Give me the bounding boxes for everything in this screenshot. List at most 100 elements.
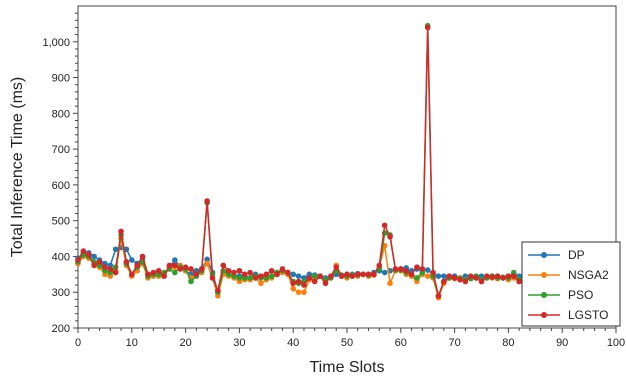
data-point [188, 278, 194, 285]
data-point [301, 289, 307, 296]
x-tick-label: 10 [126, 337, 138, 349]
data-point [118, 228, 124, 235]
data-point [489, 274, 496, 280]
data-point [258, 273, 264, 279]
data-point [91, 253, 97, 260]
data-point [349, 273, 356, 279]
legend-swatch-marker [541, 272, 547, 278]
data-point [204, 256, 210, 263]
x-tick-label: 0 [75, 337, 81, 349]
data-point [328, 273, 334, 279]
data-point [177, 266, 184, 272]
data-point [295, 278, 302, 285]
data-point [446, 273, 453, 279]
data-point [150, 269, 157, 276]
data-point [241, 271, 248, 278]
data-point [494, 273, 501, 279]
data-point [462, 278, 469, 285]
data-point [209, 275, 216, 281]
data-point [301, 282, 307, 288]
data-point [424, 24, 431, 31]
data-point [172, 269, 178, 276]
y-tick-label: 700 [52, 144, 70, 156]
data-point [441, 278, 447, 285]
y-tick-label: 600 [52, 180, 70, 192]
data-point [198, 266, 205, 272]
data-point [338, 273, 345, 279]
data-point [306, 275, 313, 281]
legend-swatch-marker [541, 312, 547, 318]
data-point [376, 262, 383, 269]
legend-item: DP [528, 248, 585, 262]
series-dp [75, 244, 522, 296]
data-point [172, 257, 178, 263]
data-point [139, 253, 146, 260]
y-tick-label: 300 [52, 287, 70, 299]
y-axis-title: Total Inference Time (ms) [9, 77, 26, 258]
data-point [263, 271, 270, 278]
data-point [134, 262, 140, 269]
data-point [155, 267, 162, 274]
legend-swatch-marker [541, 252, 547, 258]
series-nsga2 [75, 235, 522, 301]
y-tick-label: 800 [52, 108, 70, 120]
x-tick-label: 60 [395, 337, 407, 349]
x-tick-label: 50 [341, 337, 353, 349]
data-point [441, 273, 447, 279]
data-point [91, 262, 97, 269]
data-point [398, 266, 404, 272]
legend-swatch-marker [541, 292, 547, 298]
data-point [414, 264, 420, 270]
data-point [279, 266, 286, 272]
x-tick-label: 20 [179, 337, 191, 349]
data-point [510, 273, 517, 279]
data-point [145, 271, 151, 278]
data-point [478, 278, 485, 285]
data-point [112, 269, 119, 276]
data-point [484, 273, 490, 279]
data-point [123, 259, 130, 265]
legend-label: LGSTO [568, 308, 608, 322]
data-point [204, 198, 210, 204]
data-point [112, 246, 119, 253]
data-point [295, 289, 302, 296]
data-point [96, 259, 103, 265]
data-point [392, 266, 399, 272]
data-point [215, 287, 221, 294]
data-point [268, 273, 275, 279]
data-point [424, 273, 431, 279]
data-point [107, 266, 114, 272]
x-tick-label: 40 [287, 337, 299, 349]
data-point [129, 257, 135, 263]
data-point [285, 269, 291, 276]
data-point [290, 280, 297, 287]
data-point [172, 262, 178, 269]
data-point [247, 275, 253, 281]
x-tick-label: 30 [233, 337, 245, 349]
y-tick-label: 1,000 [42, 37, 70, 49]
data-point [129, 271, 135, 278]
data-point [408, 271, 415, 278]
y-tick-label: 400 [52, 251, 70, 263]
data-point [387, 233, 393, 240]
data-point [414, 275, 420, 281]
data-point [457, 276, 463, 283]
data-point [182, 264, 189, 270]
data-point [381, 222, 388, 229]
y-tick-label: 500 [52, 216, 70, 228]
data-point [75, 257, 81, 263]
data-point [290, 285, 297, 292]
data-point [204, 260, 210, 267]
data-point [274, 271, 280, 278]
data-point [317, 273, 323, 279]
data-point [473, 275, 479, 281]
data-point [290, 271, 297, 278]
data-point [387, 280, 393, 287]
data-point [80, 248, 87, 254]
data-point [371, 271, 377, 278]
data-point [435, 293, 442, 299]
data-point [435, 273, 442, 279]
data-point [424, 267, 431, 273]
data-point [247, 269, 253, 276]
